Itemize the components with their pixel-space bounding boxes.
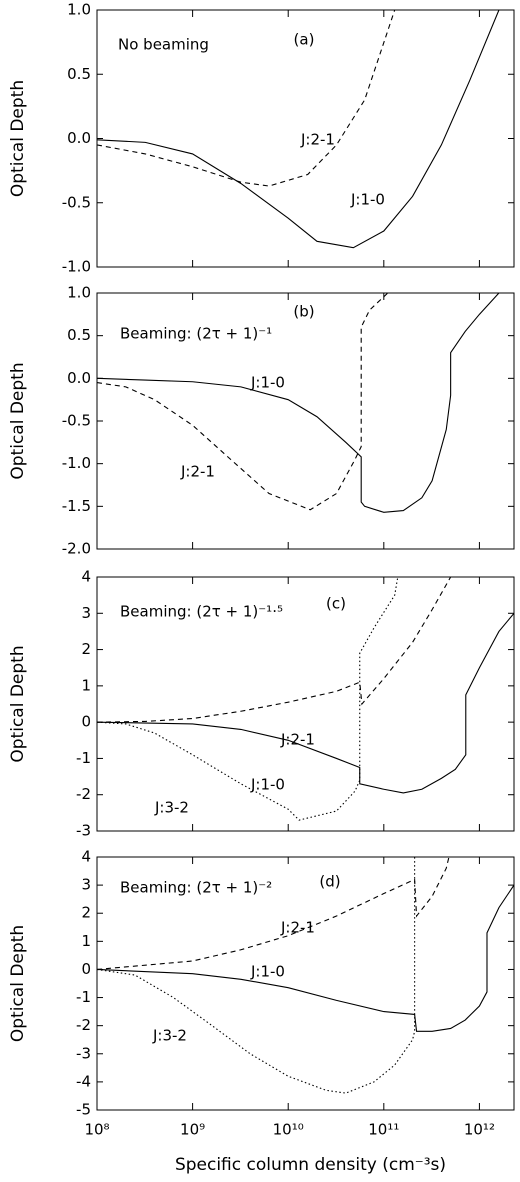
y-tick-label: 0.5: [67, 65, 91, 83]
annotation: (c): [326, 595, 346, 613]
y-axis-label: Optical Depth: [8, 645, 28, 762]
series-line: [97, 577, 452, 723]
y-tick-label: 4: [81, 568, 91, 586]
annotation: (b): [293, 303, 314, 321]
y-axis-label: Optical Depth: [8, 925, 28, 1042]
panel: 4 3 2 1 0 -1 -2 -3 Optical Depth J:1-0 J:2-1 J:3-2 B…: [8, 568, 515, 840]
y-tick-label: 1: [81, 932, 91, 950]
panel: 4 3 2 1 0 -1 -2 -3 -4 -5 10⁸ 10⁹ 10¹⁰ 10¹¹ 10¹² Optical…: [8, 848, 515, 1175]
x-tick-label: 10¹⁰: [273, 1121, 304, 1139]
series-line: [97, 293, 500, 513]
annotation: Beaming: (2τ + 1)⁻¹·⁵: [120, 603, 283, 621]
y-tick-label: 0: [81, 960, 91, 978]
annotation: (d): [319, 873, 340, 891]
x-tick-label: 10⁸: [84, 1121, 109, 1139]
x-axis-label: Specific column density (cm⁻³s): [175, 1155, 446, 1175]
series-label: J:3-2: [154, 799, 189, 817]
series-label: J:3-2: [152, 1027, 187, 1045]
y-tick-label: -1.0: [62, 258, 91, 276]
y-tick-label: 1.0: [67, 284, 91, 302]
series-label: J:2-1: [280, 731, 315, 749]
y-tick-label: -1: [76, 988, 91, 1006]
panel: 1.0 0.5 0.0 -0.5 -1.0 Optical Depth J:1-0 J:2-1…: [8, 1, 515, 276]
y-tick-label: 0.0: [67, 129, 91, 147]
y-tick-label: 0.0: [67, 369, 91, 387]
y-tick-label: 1.0: [67, 1, 91, 19]
plot-frame: [96, 576, 515, 832]
annotation: No beaming: [118, 36, 209, 54]
series-line: [97, 577, 399, 821]
y-axis-label: Optical Depth: [8, 80, 28, 197]
series-label: J:1-0: [250, 374, 285, 392]
plot-frame: [96, 856, 515, 1111]
series-label: J:2-1: [300, 131, 335, 149]
y-tick-label: -4: [76, 1072, 91, 1090]
y-tick-label: 2: [81, 904, 91, 922]
y-tick-label: 1: [81, 676, 91, 694]
y-axis-label: Optical Depth: [8, 362, 28, 479]
series-line: [97, 612, 514, 794]
y-tick-label: -1.5: [62, 497, 91, 515]
y-tick-label: 0: [81, 713, 91, 731]
series-label: J:2-1: [280, 919, 315, 937]
annotation: Beaming: (2τ + 1)⁻²: [120, 879, 272, 897]
series-line: [97, 10, 500, 249]
y-tick-label: 0.5: [67, 326, 91, 344]
y-tick-label: -2.0: [62, 540, 91, 558]
y-tick-label: -5: [76, 1101, 91, 1119]
x-tick-label: 10⁹: [180, 1121, 205, 1139]
series-label: J:2-1: [180, 463, 215, 481]
y-tick-label: 3: [81, 876, 91, 894]
y-tick-label: -3: [76, 822, 91, 840]
y-tick-label: 2: [81, 640, 91, 658]
y-tick-label: -1: [76, 749, 91, 767]
panel: 1.0 0.5 0.0 -0.5 -1.0 -1.5 -2.0 Optical Depth J:…: [8, 284, 515, 558]
y-tick-label: -0.5: [62, 412, 91, 430]
y-tick-label: -3: [76, 1044, 91, 1062]
series-label: J:1-0: [250, 776, 285, 794]
series-line: [97, 857, 450, 970]
series-label: J:1-0: [350, 191, 385, 209]
annotation: (a): [294, 31, 315, 49]
y-tick-label: 3: [81, 604, 91, 622]
y-tick-label: -2: [76, 785, 91, 803]
series-line: [97, 884, 514, 1032]
series-line: [97, 293, 389, 511]
x-tick-label: 10¹¹: [368, 1121, 399, 1139]
y-tick-label: -1.0: [62, 454, 91, 472]
y-tick-label: -0.5: [62, 193, 91, 211]
series-label: J:1-0: [250, 963, 285, 981]
series-line: [97, 10, 396, 187]
y-tick-label: -2: [76, 1016, 91, 1034]
x-tick-label: 10¹²: [464, 1121, 495, 1139]
annotation: Beaming: (2τ + 1)⁻¹: [120, 325, 272, 343]
y-tick-label: 4: [81, 848, 91, 866]
